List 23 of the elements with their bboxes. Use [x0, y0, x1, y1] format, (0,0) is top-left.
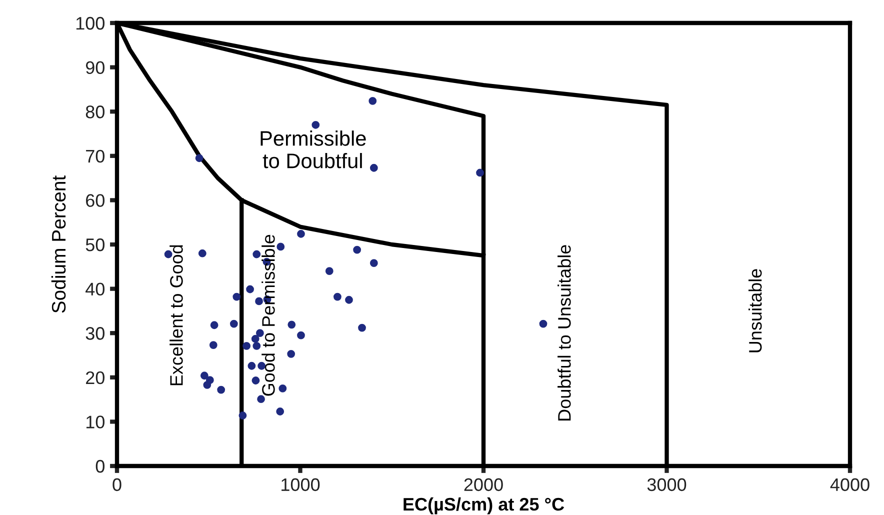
y-tick-label: 20: [86, 371, 104, 384]
y-axis-title: Sodium Percent: [51, 175, 66, 313]
y-tick-label: 0: [96, 460, 104, 473]
y-tick-label: 40: [86, 282, 104, 296]
y-tick-label: 80: [86, 106, 104, 118]
annotation: Excellent to Good: [170, 245, 183, 386]
annotation: Good to Permissible: [262, 234, 275, 396]
annotation: Doubtful to Unsuitable: [558, 245, 571, 420]
x-tick-label: 1000: [282, 478, 320, 492]
x-tick-label: 0: [112, 478, 122, 492]
annotation: Unsuitable: [748, 269, 762, 352]
y-tick-label: 100: [76, 16, 104, 30]
x-tick-label: 2000: [464, 478, 503, 492]
y-tick-label: 90: [86, 61, 104, 74]
y-tick-label: 50: [86, 238, 104, 252]
y-tick-label: 70: [86, 150, 104, 163]
x-axis-title: EC(µS/cm) at 25 °C: [404, 497, 564, 514]
annotation: Permissible to Doubtful: [260, 130, 366, 168]
y-tick-label: 10: [86, 416, 104, 428]
x-tick-label: 3000: [647, 478, 686, 492]
y-tick-label: 60: [86, 194, 104, 207]
x-tick-label: 4000: [830, 478, 870, 492]
y-tick-label: 30: [86, 327, 104, 340]
